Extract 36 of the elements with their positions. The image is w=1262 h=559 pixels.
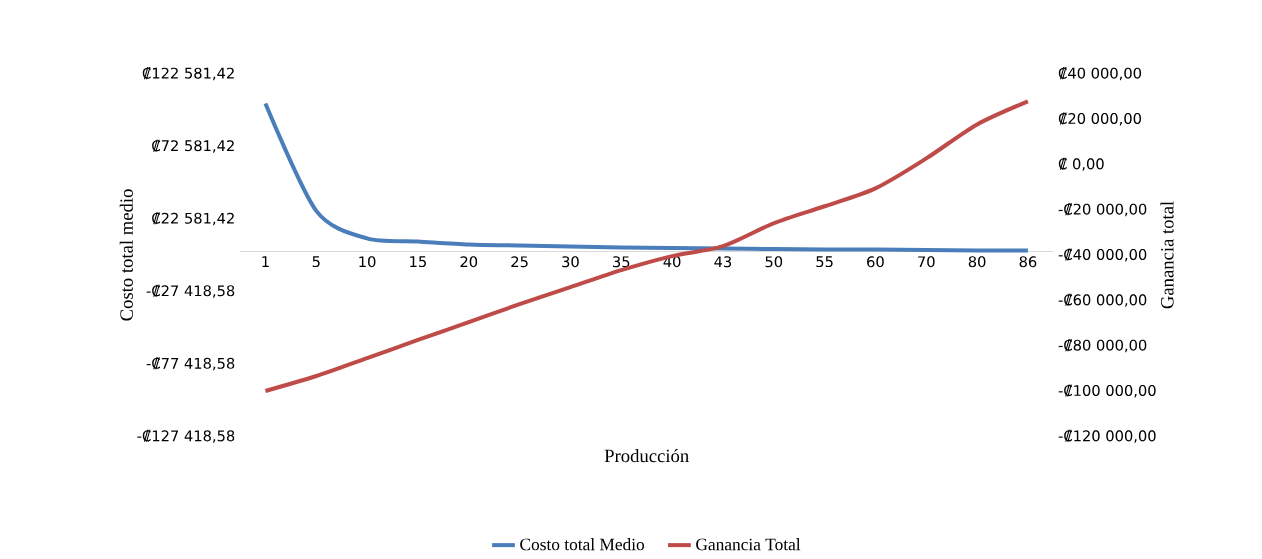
y2-tick-label: -₡80 000,00 [1058, 339, 1147, 353]
x-tick-label: 43 [714, 256, 732, 268]
y-axis-title: Costo total medio [119, 189, 133, 321]
legend-label: Costo total Medio [520, 538, 645, 551]
x-tick-label: 5 [312, 256, 320, 268]
y2-tick-label: ₡40 000,00 [1058, 67, 1141, 81]
y-tick-label: ₡22 581,42 [152, 212, 234, 226]
y2-tick-label: ₡20 000,00 [1058, 112, 1141, 126]
y-tick-label: -₡127 418,58 [137, 429, 235, 443]
y-tick-label: -₡27 418,58 [146, 284, 235, 298]
x-tick-label: 10 [359, 256, 376, 268]
y2-tick-label: -₡60 000,00 [1058, 293, 1147, 307]
line-series [263, 101, 1030, 253]
y-tick-label: ₡122 581,42 [142, 67, 234, 81]
x-tick-label: 70 [918, 256, 935, 268]
y2-tick-label: ₡ 0,00 [1058, 157, 1104, 171]
y-tick-label: ₡72 581,42 [152, 139, 234, 153]
y2-tick-label: -₡20 000,00 [1058, 203, 1147, 217]
x-tick-label: 30 [562, 256, 579, 268]
x-tick-label: 86 [1019, 256, 1037, 268]
y2-tick-label: -₡100 000,00 [1058, 384, 1156, 398]
x-tick-label: 80 [968, 256, 986, 268]
legend-label: Ganancia Total [696, 538, 801, 551]
x-tick-label: 1 [262, 256, 269, 267]
x-tick-label: 15 [410, 256, 426, 268]
x-tick-label: 20 [460, 256, 478, 268]
x-tick-label: 55 [816, 256, 833, 268]
y2-tick-label: -₡40 000,00 [1058, 248, 1147, 262]
x-tick-label: 60 [867, 256, 884, 268]
x-axis-title: Producción [604, 449, 689, 463]
x-tick-label: 50 [765, 256, 783, 268]
x-tick-label: 35 [613, 256, 630, 268]
y2-axis-title: Ganancia total [1160, 201, 1174, 309]
x-tick-label: 25 [511, 256, 528, 268]
y-tick-label: -₡77 418,58 [146, 357, 235, 371]
y2-tick-label: -₡120 000,00 [1058, 429, 1156, 443]
